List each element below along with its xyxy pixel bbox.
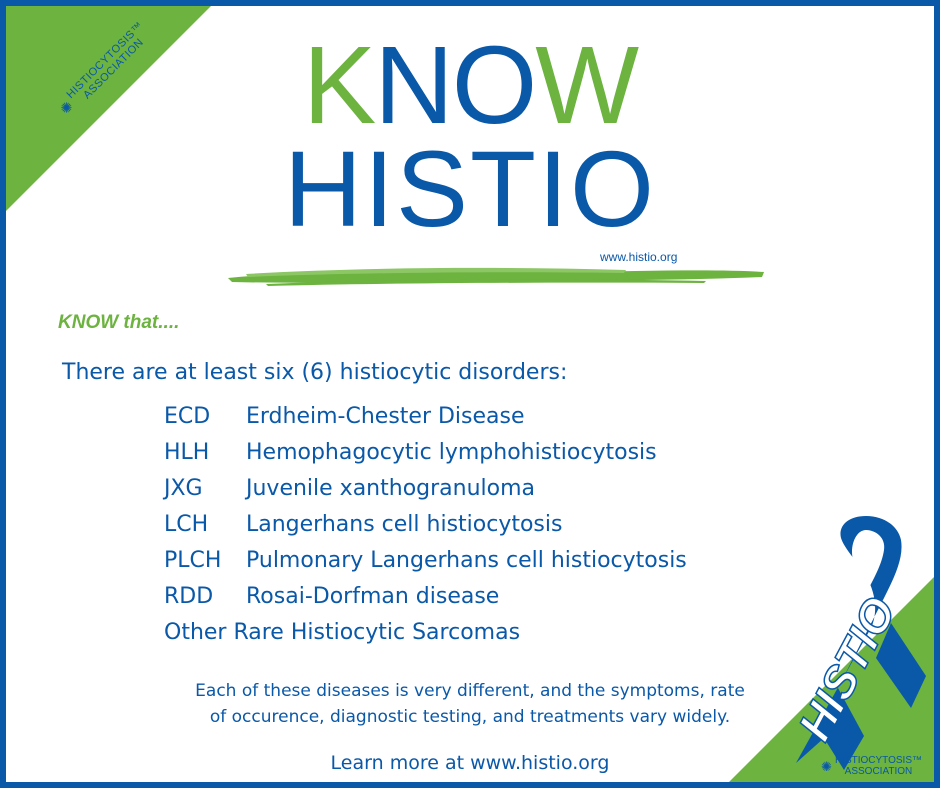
list-item: LCH Langerhans cell histiocytosis xyxy=(164,508,687,544)
headline-know-w: W xyxy=(535,24,639,147)
headline-know-k: K xyxy=(302,24,376,147)
list-item: HLH Hemophagocytic lymphohistiocytosis xyxy=(164,436,687,472)
list-item-other: Other Rare Histiocytic Sarcomas xyxy=(164,620,521,645)
disorder-abbr: JXG xyxy=(164,476,203,501)
logo-line1: HISTIOCYTOSIS™ xyxy=(834,755,922,766)
disorder-abbr: ECD xyxy=(164,404,211,429)
sunburst-icon: ✺ xyxy=(821,758,832,774)
description-line2: of occurence, diagnostic testing, and tr… xyxy=(209,707,731,727)
list-item: JXG Juvenile xanthogranuloma xyxy=(164,472,687,508)
description-line1: Each of these diseases is very different… xyxy=(195,681,745,701)
disorder-name: Rosai-Dorfman disease xyxy=(246,584,500,609)
learn-more-text: Learn more at www.histio.org xyxy=(330,752,610,774)
disorder-name: Hemophagocytic lymphohistiocytosis xyxy=(246,440,657,465)
intro-text: There are at least six (6) histiocytic d… xyxy=(62,360,568,385)
disorder-name: Pulmonary Langerhans cell histiocytosis xyxy=(246,548,687,573)
disorder-abbr: HLH xyxy=(164,440,210,465)
list-item: RDD Rosai-Dorfman disease xyxy=(164,580,687,616)
list-item: ECD Erdheim-Chester Disease xyxy=(164,400,687,436)
green-corner-top-left xyxy=(6,6,211,211)
description-text: Each of these diseases is very different… xyxy=(6,678,934,730)
disorder-abbr: RDD xyxy=(164,584,214,609)
disorder-abbr: LCH xyxy=(164,512,209,537)
headline-know: KNOW xyxy=(6,26,934,146)
list-item: PLCH Pulmonary Langerhans cell histiocyto… xyxy=(164,544,687,580)
disorder-name: Juvenile xanthogranuloma xyxy=(246,476,536,501)
histiocytosis-association-logo-bottom: ✺ HISTIOCYTOSIS™ ASSOCIATION xyxy=(821,755,922,777)
headline-histio: HISTIO xyxy=(283,128,657,249)
logo-line2: ASSOCIATION xyxy=(844,766,913,777)
headline-know-no: NO xyxy=(374,24,537,147)
top-url: www.histio.org xyxy=(600,250,678,264)
disorder-list: ECD Erdheim-Chester Disease HLH Hemophagoc… xyxy=(164,400,687,652)
awareness-ribbon-icon: HISTIO xyxy=(787,516,926,770)
know-that-heading: KNOW that.... xyxy=(58,312,180,333)
disorder-name: Erdheim-Chester Disease xyxy=(246,404,525,429)
green-brush-stroke xyxy=(228,267,764,286)
disorder-abbr: PLCH xyxy=(164,548,222,573)
disorder-name: Langerhans cell histiocytosis xyxy=(246,512,563,537)
